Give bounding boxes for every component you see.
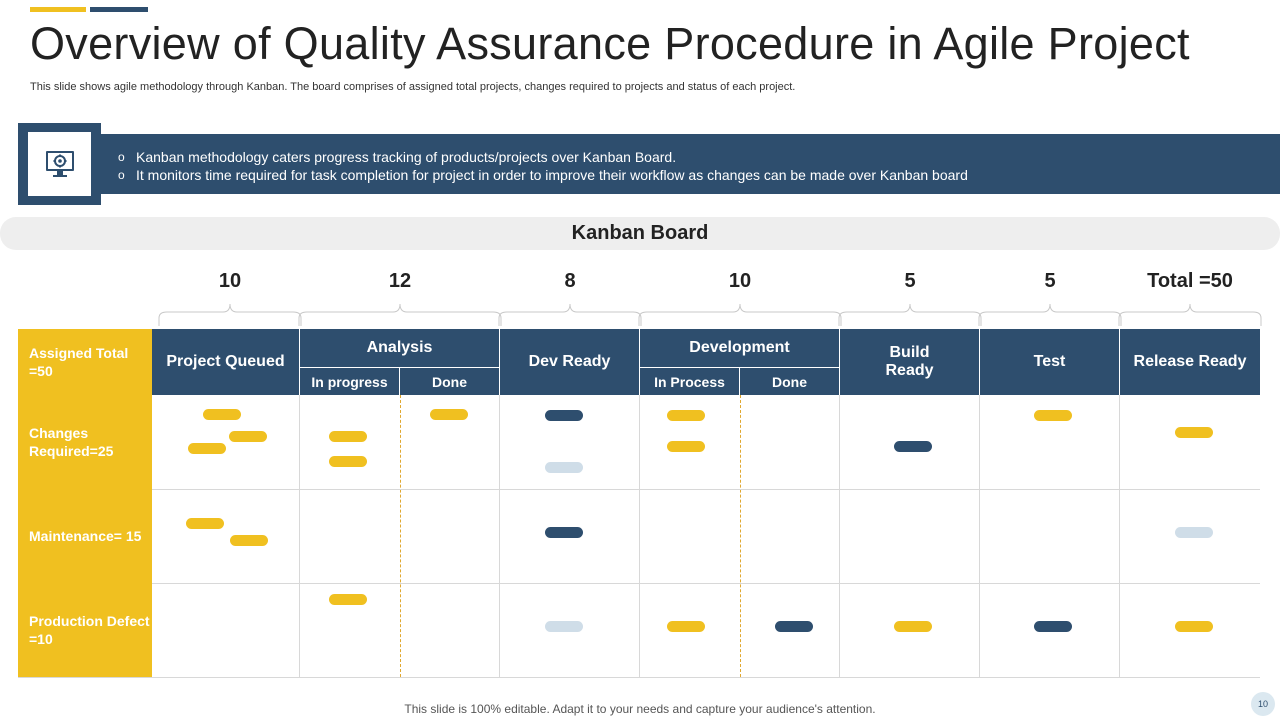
task-card[interactable] <box>186 518 224 529</box>
grid-line <box>152 489 1260 490</box>
slide-subtitle: This slide shows agile methodology throu… <box>30 81 796 93</box>
task-card[interactable] <box>775 621 813 632</box>
grid-line-dashed <box>740 395 741 677</box>
count-test: 5 <box>1044 270 1056 292</box>
task-card[interactable] <box>329 431 367 442</box>
monitor-gear-icon <box>45 151 74 177</box>
row-label-maintenance: Maintenance= 15 <box>18 489 152 583</box>
task-card[interactable] <box>667 441 705 452</box>
assigned-total-label: Assigned Total =50 <box>18 329 152 395</box>
count-total: Total =50 <box>1147 270 1233 292</box>
task-card[interactable] <box>1175 427 1213 438</box>
task-card[interactable] <box>203 409 241 420</box>
task-card[interactable] <box>894 441 932 452</box>
column-development-in-process: In Process <box>640 368 739 395</box>
icon-frame <box>18 123 101 205</box>
task-card[interactable] <box>430 409 468 420</box>
task-card[interactable] <box>545 462 583 473</box>
brace-release-ready <box>1118 303 1262 326</box>
grid-line <box>499 395 500 677</box>
grid-line <box>1119 395 1120 677</box>
bullet-text: It monitors time required for task compl… <box>136 167 968 183</box>
grid-line <box>152 583 1260 584</box>
grid-line <box>979 395 980 677</box>
column-test: Test <box>980 329 1119 395</box>
task-card[interactable] <box>188 443 226 454</box>
column-analysis-done: Done <box>400 368 499 395</box>
count-analysis: 12 <box>388 270 412 292</box>
page-number: 10 <box>1251 692 1275 716</box>
accent-bar-yellow <box>30 7 86 12</box>
column-build-ready: Build Ready <box>840 329 979 395</box>
column-project-queued: Project Queued <box>152 329 299 395</box>
grid-line <box>18 677 1260 678</box>
task-card[interactable] <box>1034 410 1072 421</box>
column-development: Development <box>640 329 839 367</box>
brace-build-ready <box>838 303 982 326</box>
info-banner: o Kanban methodology caters progress tra… <box>101 134 1280 194</box>
count-dev-ready: 8 <box>564 270 576 292</box>
count-development: 10 <box>728 270 752 292</box>
column-analysis-in-progress: In progress <box>300 368 399 395</box>
grid-line <box>639 395 640 677</box>
task-card[interactable] <box>229 431 267 442</box>
task-card[interactable] <box>894 621 932 632</box>
kanban-board-title: Kanban Board <box>0 217 1280 250</box>
column-dev-ready: Dev Ready <box>500 329 639 395</box>
brace-analysis <box>298 303 502 326</box>
count-build-ready: 5 <box>904 270 916 292</box>
task-card[interactable] <box>230 535 268 546</box>
slide-title: Overview of Quality Assurance Procedure … <box>30 18 1190 69</box>
brace-dev-ready <box>498 303 642 326</box>
task-card[interactable] <box>667 621 705 632</box>
footer-note: This slide is 100% editable. Adapt it to… <box>404 702 876 716</box>
row-label-production-defect: Production Defect =10 <box>18 583 152 677</box>
banner-bullet: o It monitors time required for task com… <box>118 166 1280 184</box>
row-label-changes-required: Changes Required=25 <box>18 395 152 489</box>
brace-project-queued <box>158 303 302 326</box>
task-card[interactable] <box>329 594 367 605</box>
task-card[interactable] <box>329 456 367 467</box>
task-card[interactable] <box>1034 621 1072 632</box>
grid-line <box>299 395 300 677</box>
bullet-marker: o <box>118 168 125 182</box>
task-card[interactable] <box>1175 527 1213 538</box>
grid-line-dashed <box>400 395 401 677</box>
task-card[interactable] <box>545 527 583 538</box>
column-development-done: Done <box>740 368 839 395</box>
icon-background <box>28 132 91 196</box>
grid-line <box>839 395 840 677</box>
column-release-ready: Release Ready <box>1120 329 1260 395</box>
task-card[interactable] <box>545 410 583 421</box>
task-card[interactable] <box>667 410 705 421</box>
accent-bar-blue <box>90 7 148 12</box>
count-project-queued: 10 <box>218 270 242 292</box>
brace-test <box>978 303 1122 326</box>
task-card[interactable] <box>1175 621 1213 632</box>
bullet-marker: o <box>118 150 125 164</box>
task-card[interactable] <box>545 621 583 632</box>
banner-bullet: o Kanban methodology caters progress tra… <box>118 148 1280 166</box>
bullet-text: Kanban methodology caters progress track… <box>136 149 677 165</box>
column-analysis: Analysis <box>300 329 499 367</box>
brace-development <box>638 303 842 326</box>
